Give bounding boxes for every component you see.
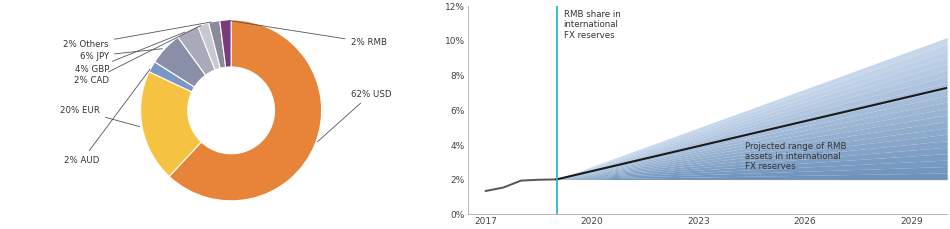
Wedge shape	[178, 26, 215, 75]
Text: 6% JPY: 6% JPY	[80, 49, 162, 60]
Text: 2% AUD: 2% AUD	[65, 69, 150, 165]
Text: 20% EUR: 20% EUR	[60, 106, 140, 127]
Text: 2% Others: 2% Others	[64, 22, 212, 49]
Text: 2% CAD: 2% CAD	[74, 26, 200, 85]
Text: 62% USD: 62% USD	[317, 90, 391, 142]
Text: Projected range of RMB
assets in international
FX reserves: Projected range of RMB assets in interna…	[745, 142, 846, 171]
Wedge shape	[219, 20, 231, 67]
Wedge shape	[149, 62, 195, 92]
Wedge shape	[141, 72, 201, 176]
Text: 2% RMB: 2% RMB	[228, 20, 387, 47]
Wedge shape	[155, 37, 205, 87]
Text: RMB share in
international
FX reserves: RMB share in international FX reserves	[563, 10, 620, 40]
Text: 4% GBP: 4% GBP	[74, 32, 185, 74]
Wedge shape	[198, 23, 220, 70]
Wedge shape	[209, 21, 226, 68]
Wedge shape	[169, 20, 322, 201]
